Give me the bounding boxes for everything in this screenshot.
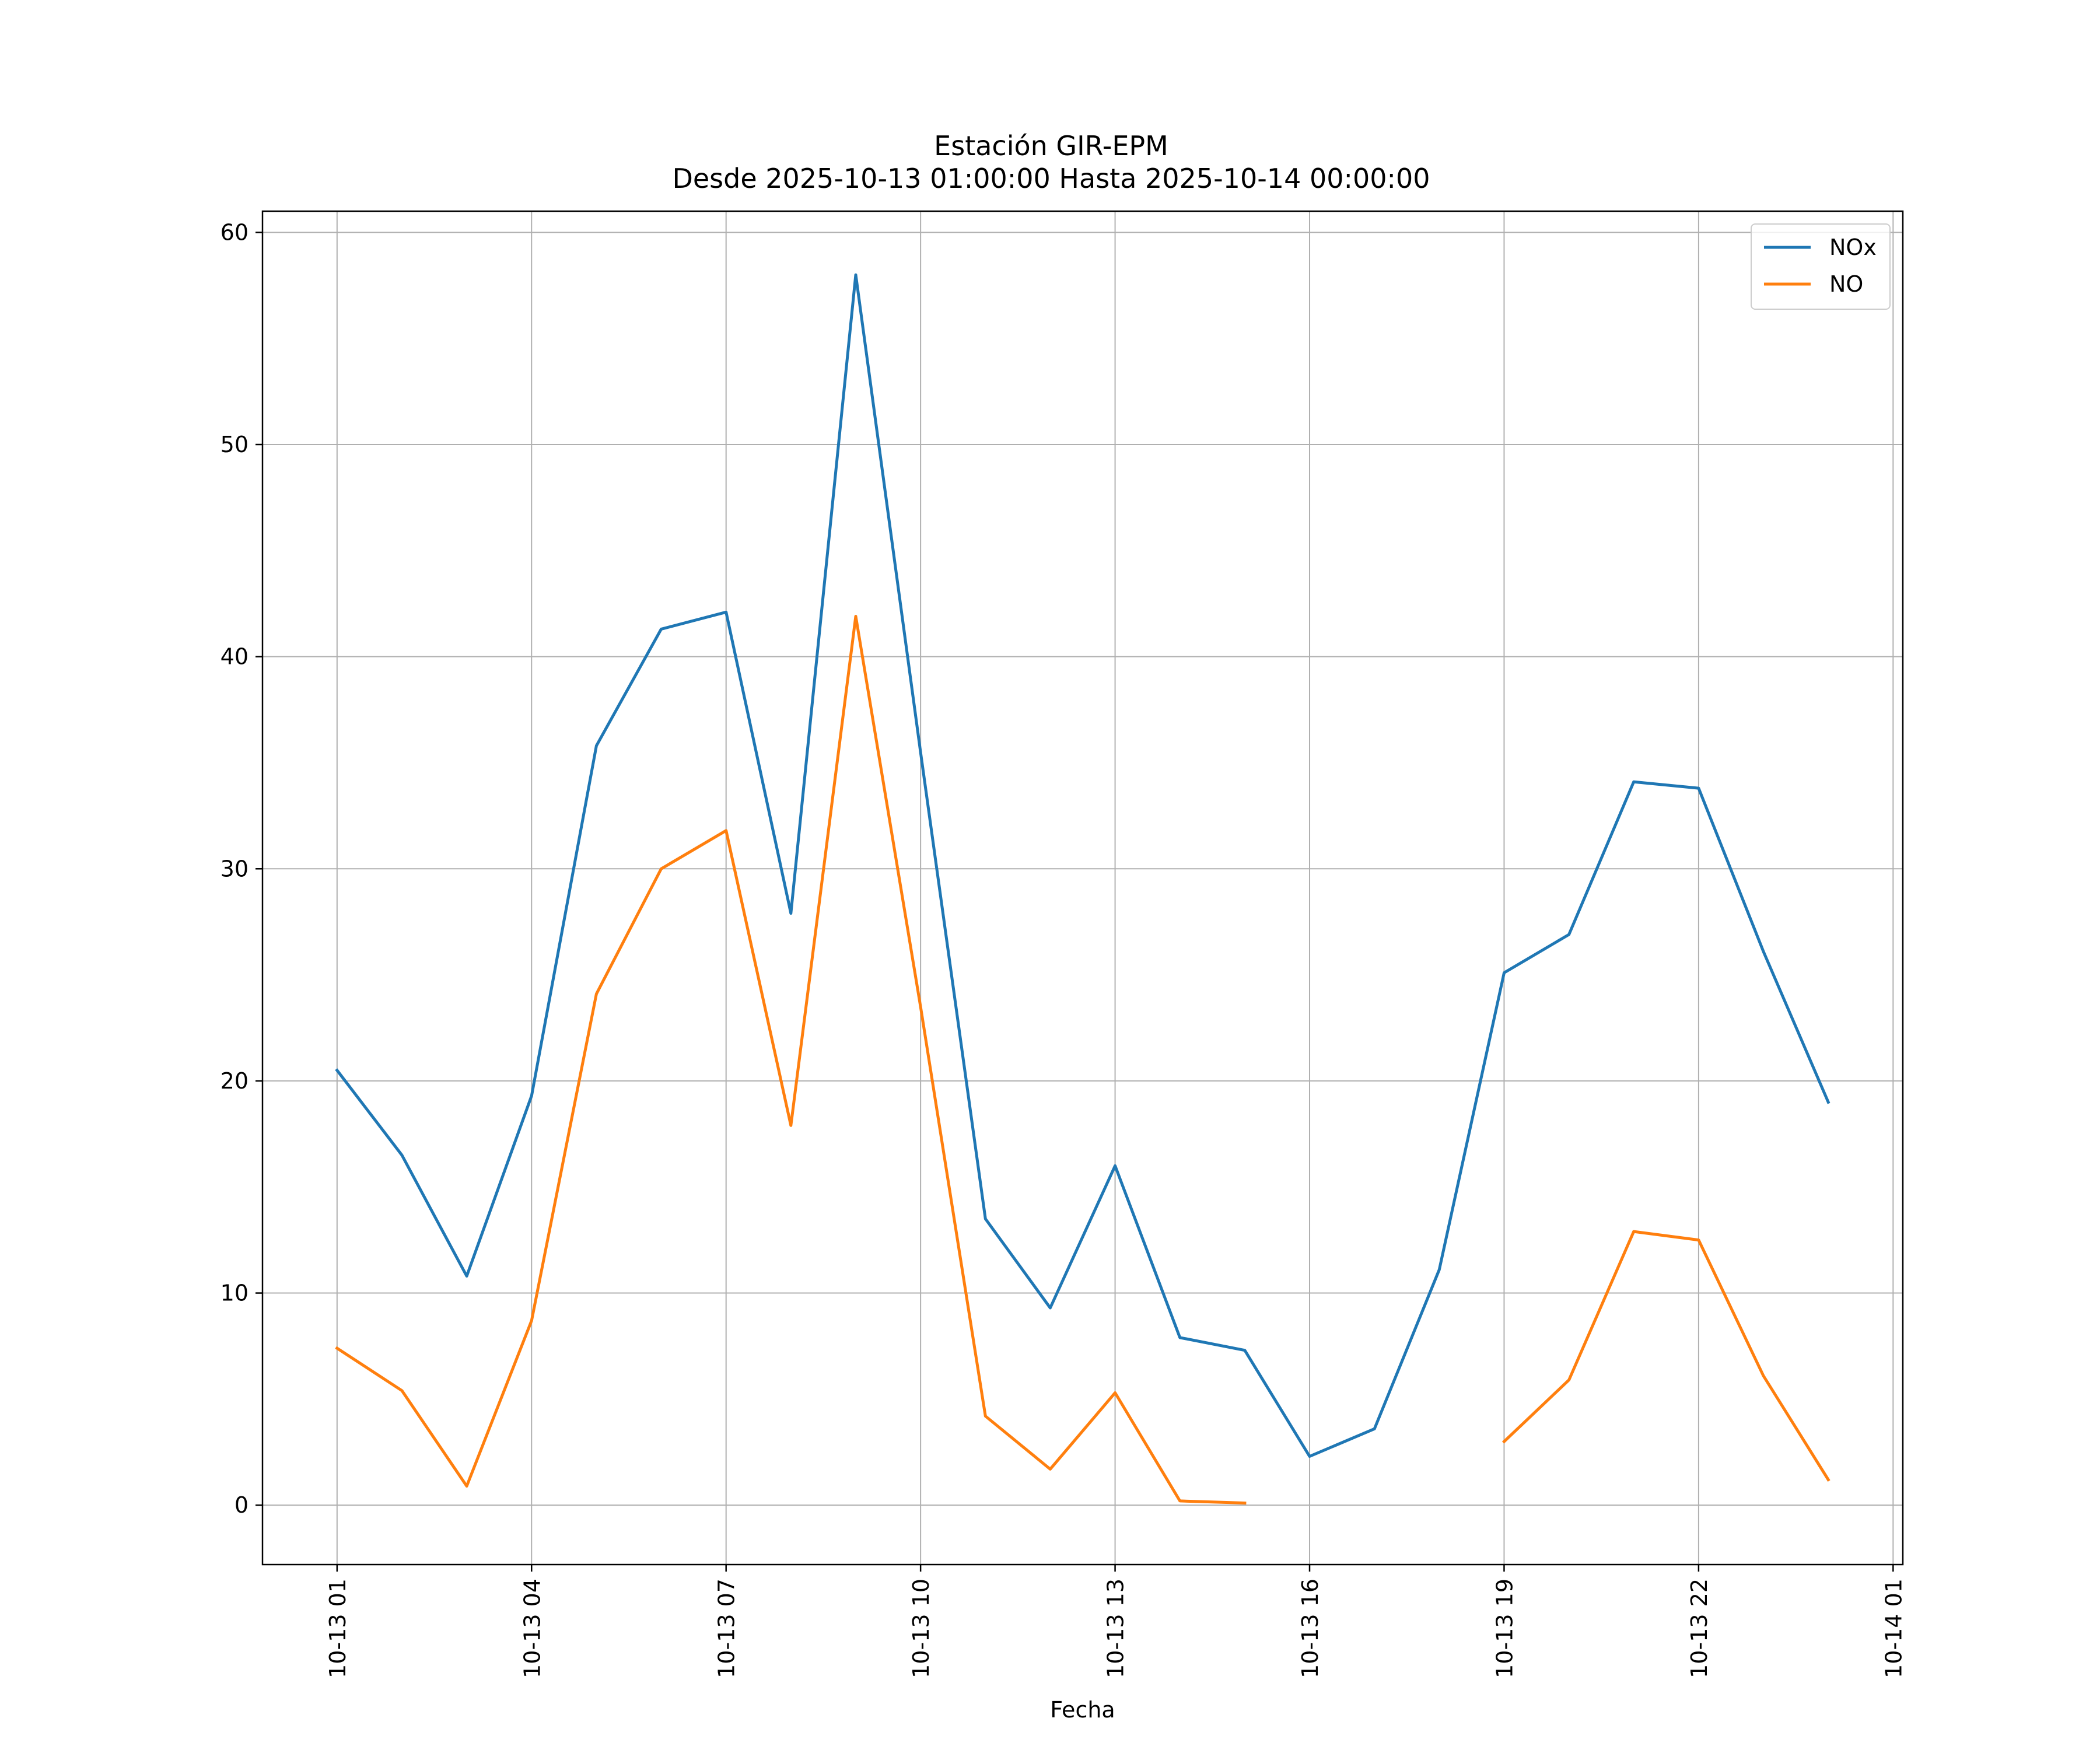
x-tick-label: 10-13 19 (1492, 1579, 1517, 1678)
plot-frame (261, 210, 1904, 1566)
y-tick-label: 40 (220, 644, 249, 670)
y-tick-label: 0 (235, 1492, 249, 1518)
y-tick-label: 30 (220, 856, 249, 881)
x-tick-label: 10-13 07 (714, 1579, 740, 1678)
series-lines (335, 273, 1831, 1505)
y-tick-label: 50 (220, 432, 249, 457)
x-tick-label: 10-13 01 (325, 1579, 351, 1678)
y-tick-label: 10 (220, 1280, 249, 1306)
legend-box (1751, 223, 1891, 310)
chart-title: Estación GIR-EPM (934, 130, 1168, 162)
x-tick-label: 10-14 01 (1881, 1579, 1906, 1678)
x-tick-label: 10-13 13 (1103, 1579, 1129, 1678)
x-tick-label: 10-13 16 (1297, 1579, 1323, 1678)
x-axis-label: Fecha (1050, 1697, 1115, 1723)
legend-label: NOx (1829, 235, 1877, 260)
y-tick-label: 60 (220, 219, 249, 245)
grid-lines (262, 211, 1903, 1565)
x-tick-label: 10-13 04 (519, 1579, 545, 1678)
legend-label: NO (1829, 271, 1863, 297)
legend: NOx NO (1751, 223, 1891, 310)
y-tick-label: 20 (220, 1068, 249, 1094)
series-line-no (335, 615, 1831, 1505)
chart-subtitle: Desde 2025-10-13 01:00:00 Hasta 2025-10-… (672, 163, 1430, 194)
x-tick-label: 10-13 10 (908, 1579, 934, 1678)
x-tick-label: 10-13 22 (1686, 1579, 1712, 1678)
series-line-nox (335, 273, 1831, 1458)
axis-ticks: 0 10 20 30 40 50 60 10-13 01 10-13 04 10-13 07 10-… (220, 219, 1907, 1678)
